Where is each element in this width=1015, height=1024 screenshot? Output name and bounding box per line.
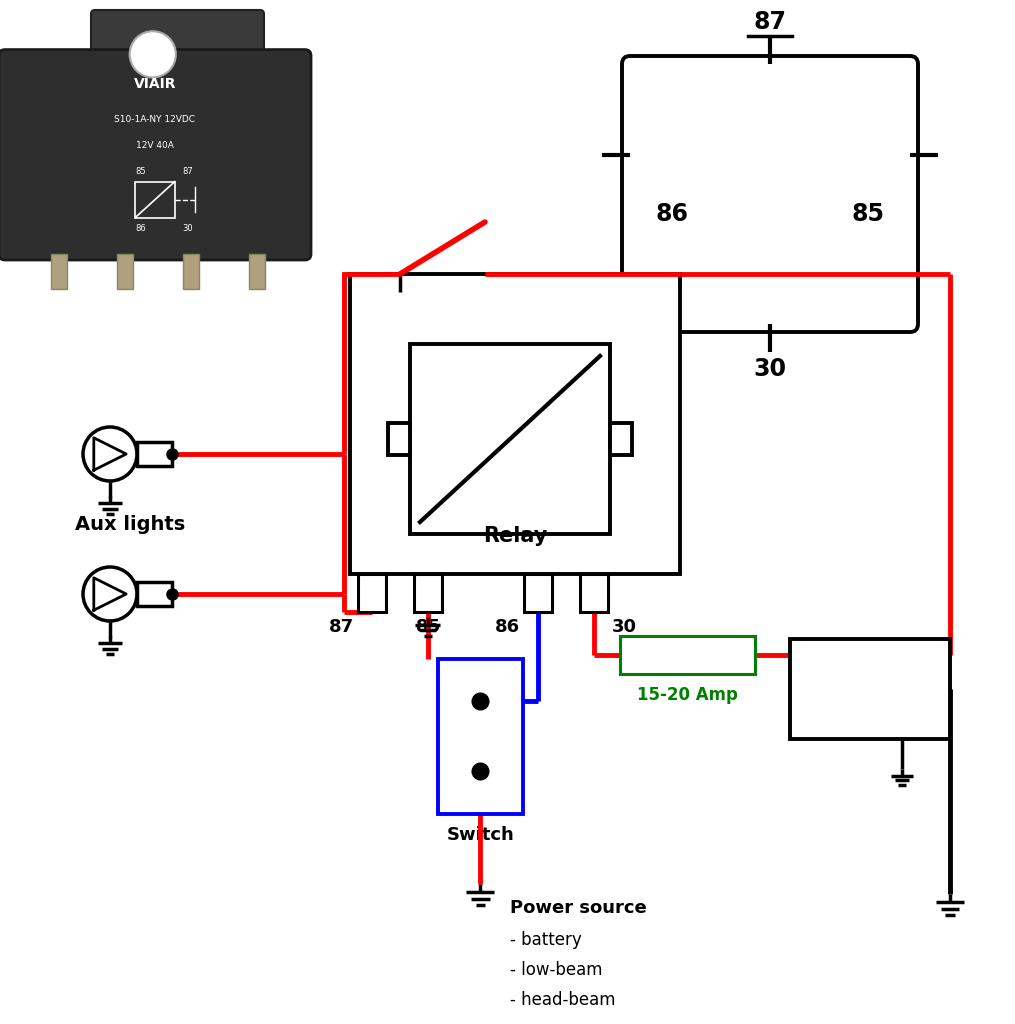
Bar [137, 582, 173, 606]
Text: +: + [826, 675, 850, 703]
Text: - battery: - battery [511, 931, 583, 949]
Bar [410, 344, 610, 534]
Bar [350, 274, 680, 574]
Bar [51, 254, 67, 289]
FancyBboxPatch shape [91, 10, 264, 108]
Bar [249, 254, 265, 289]
Text: 30: 30 [753, 357, 787, 381]
Text: 86: 86 [135, 223, 146, 232]
Bar [620, 636, 755, 674]
Text: 87: 87 [182, 167, 193, 175]
Text: 15-20 Amp: 15-20 Amp [637, 686, 738, 705]
Bar [438, 659, 523, 814]
Circle shape [83, 427, 137, 481]
Bar [414, 574, 442, 612]
Text: 86: 86 [656, 202, 688, 226]
Bar [610, 423, 632, 455]
Text: VIAIR: VIAIR [134, 78, 177, 91]
Text: 87: 87 [329, 618, 354, 636]
Text: S10-1A-NY 12VDC: S10-1A-NY 12VDC [115, 115, 196, 124]
Bar [790, 639, 950, 739]
Bar [388, 423, 410, 455]
Text: Switch: Switch [447, 826, 515, 844]
Text: Aux lights: Aux lights [75, 514, 185, 534]
FancyBboxPatch shape [0, 49, 311, 260]
Text: 85: 85 [852, 202, 884, 226]
Bar [135, 181, 175, 218]
Text: 87: 87 [753, 10, 787, 34]
FancyBboxPatch shape [622, 56, 918, 332]
Text: 30: 30 [612, 618, 637, 636]
Bar [580, 574, 608, 612]
Circle shape [130, 31, 176, 78]
Bar [524, 574, 552, 612]
Text: 85: 85 [415, 618, 441, 636]
Text: 86: 86 [495, 618, 520, 636]
Bar [183, 254, 199, 289]
Text: - low-beam: - low-beam [511, 961, 603, 979]
Text: FUSE: FUSE [664, 646, 712, 664]
Text: - head-beam: - head-beam [511, 991, 616, 1009]
Text: -: - [895, 675, 908, 703]
Text: 85: 85 [135, 167, 146, 175]
Text: Relay: Relay [483, 526, 547, 546]
Text: Power source: Power source [511, 899, 648, 918]
Circle shape [83, 567, 137, 621]
Bar [117, 254, 133, 289]
Text: 12V 40A: 12V 40A [136, 140, 174, 150]
Bar [358, 574, 386, 612]
Text: 30: 30 [182, 223, 193, 232]
Bar [137, 441, 173, 466]
